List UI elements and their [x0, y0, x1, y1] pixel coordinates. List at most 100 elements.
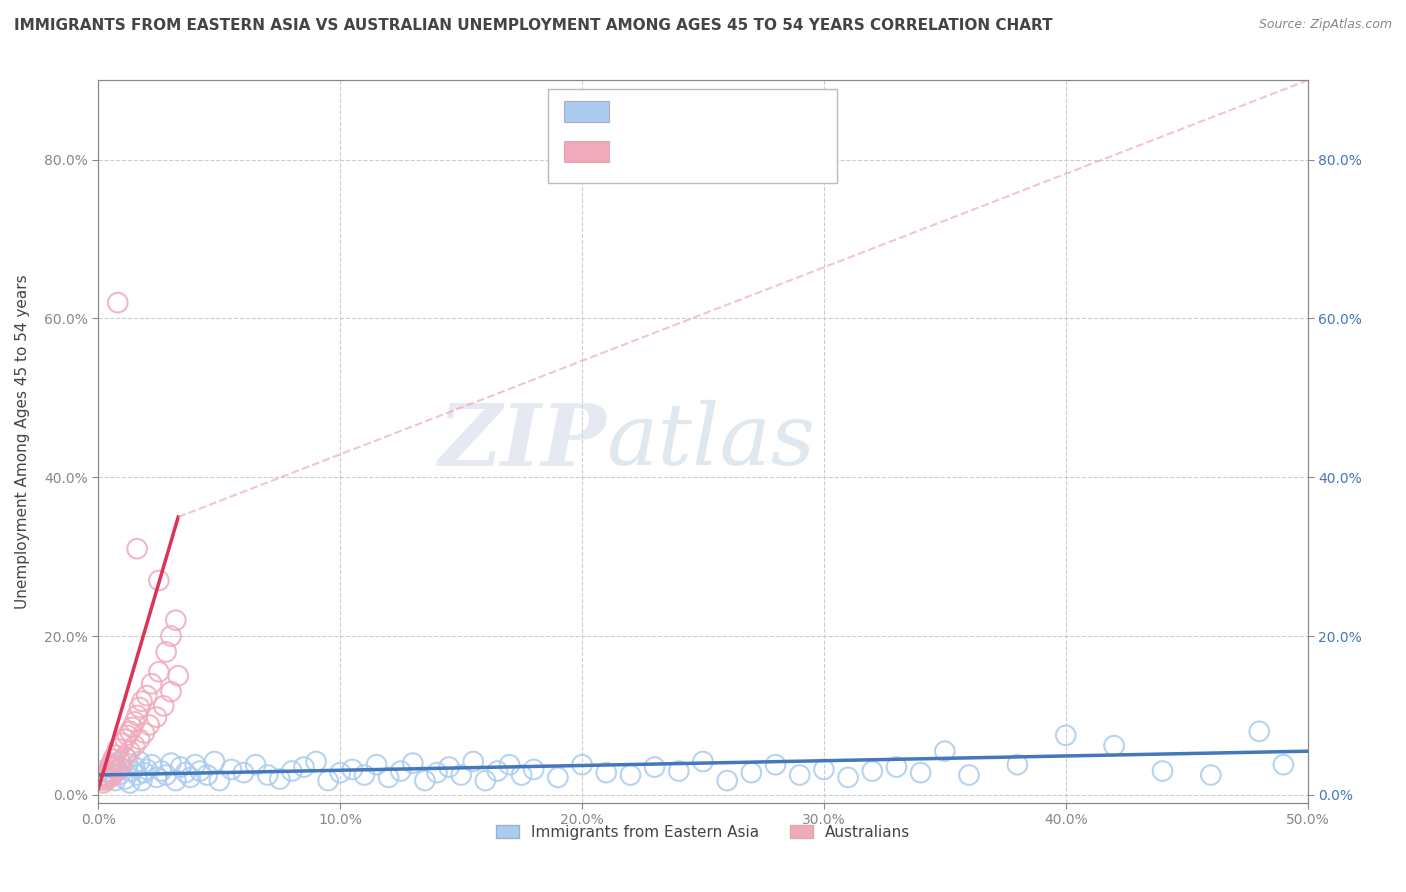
Point	[107, 295, 129, 310]
Point	[232, 765, 254, 780]
Point	[165, 613, 187, 627]
Text: R =  0.656   N = 42: R = 0.656 N = 42	[614, 141, 790, 159]
Point	[342, 763, 364, 777]
Point	[152, 698, 174, 713]
Point	[188, 764, 211, 778]
Point	[716, 773, 738, 788]
Point	[138, 718, 160, 732]
Point	[148, 574, 170, 588]
Point	[644, 760, 666, 774]
Point	[221, 763, 243, 777]
Point	[104, 773, 127, 788]
Text: Source: ZipAtlas.com: Source: ZipAtlas.com	[1258, 18, 1392, 31]
Point	[1199, 768, 1222, 782]
Point	[107, 741, 129, 756]
Point	[91, 768, 114, 782]
Point	[1007, 757, 1029, 772]
Point	[128, 755, 150, 769]
Point	[91, 776, 114, 790]
Point	[402, 756, 425, 770]
Point	[1272, 757, 1295, 772]
Point	[135, 689, 157, 703]
Legend: Immigrants from Eastern Asia, Australians: Immigrants from Eastern Asia, Australian…	[489, 819, 917, 846]
Point	[316, 773, 339, 788]
Point	[910, 765, 932, 780]
Point	[128, 700, 150, 714]
Point	[101, 756, 124, 770]
Point	[813, 763, 835, 777]
Point	[510, 768, 533, 782]
Text: R =  0.221   N = 83: R = 0.221 N = 83	[614, 101, 790, 119]
Point	[160, 684, 183, 698]
Text: IMMIGRANTS FROM EASTERN ASIA VS AUSTRALIAN UNEMPLOYMENT AMONG AGES 45 TO 54 YEAR: IMMIGRANTS FROM EASTERN ASIA VS AUSTRALI…	[14, 18, 1053, 33]
Point	[860, 764, 883, 778]
Point	[595, 765, 617, 780]
Point	[141, 757, 163, 772]
Point	[571, 757, 593, 772]
Point	[619, 768, 641, 782]
Point	[692, 755, 714, 769]
Point	[131, 773, 153, 788]
Point	[114, 749, 136, 764]
Point	[101, 768, 124, 782]
Point	[765, 757, 787, 772]
Point	[167, 669, 190, 683]
Point	[108, 755, 131, 769]
Point	[121, 720, 143, 734]
Point	[329, 765, 352, 780]
Point	[107, 764, 129, 778]
Point	[91, 773, 114, 788]
Point	[413, 773, 436, 788]
Point	[1249, 724, 1271, 739]
Point	[668, 764, 690, 778]
Point	[169, 760, 191, 774]
Point	[426, 765, 449, 780]
Point	[97, 772, 120, 786]
Point	[184, 757, 207, 772]
Point	[305, 755, 328, 769]
Point	[179, 771, 201, 785]
Point	[934, 744, 956, 758]
Point	[128, 732, 150, 747]
Point	[474, 773, 496, 788]
Point	[134, 765, 156, 780]
Point	[1054, 728, 1077, 742]
Point	[498, 757, 520, 772]
Point	[124, 739, 146, 753]
Point	[94, 768, 117, 782]
Point	[160, 629, 183, 643]
Point	[114, 732, 136, 747]
Point	[111, 736, 134, 750]
Point	[124, 760, 146, 774]
Point	[100, 760, 122, 774]
Point	[245, 757, 267, 772]
Text: atlas: atlas	[606, 401, 815, 483]
Point	[121, 764, 143, 778]
Point	[100, 757, 122, 772]
Point	[195, 768, 218, 782]
Point	[118, 776, 141, 790]
Point	[104, 748, 127, 763]
Point	[148, 665, 170, 679]
Point	[131, 694, 153, 708]
Point	[155, 768, 177, 782]
Point	[174, 765, 197, 780]
Point	[292, 760, 315, 774]
Point	[281, 764, 304, 778]
Point	[90, 764, 112, 778]
Point	[886, 760, 908, 774]
Point	[366, 757, 388, 772]
Point	[1102, 739, 1125, 753]
Point	[117, 752, 139, 766]
Point	[789, 768, 811, 782]
Point	[124, 714, 146, 729]
Point	[97, 771, 120, 785]
Point	[150, 764, 173, 778]
Point	[547, 771, 569, 785]
Point	[450, 768, 472, 782]
Point	[94, 765, 117, 780]
Point	[104, 760, 127, 774]
Point	[740, 765, 762, 780]
Point	[165, 773, 187, 788]
Point	[127, 541, 149, 556]
